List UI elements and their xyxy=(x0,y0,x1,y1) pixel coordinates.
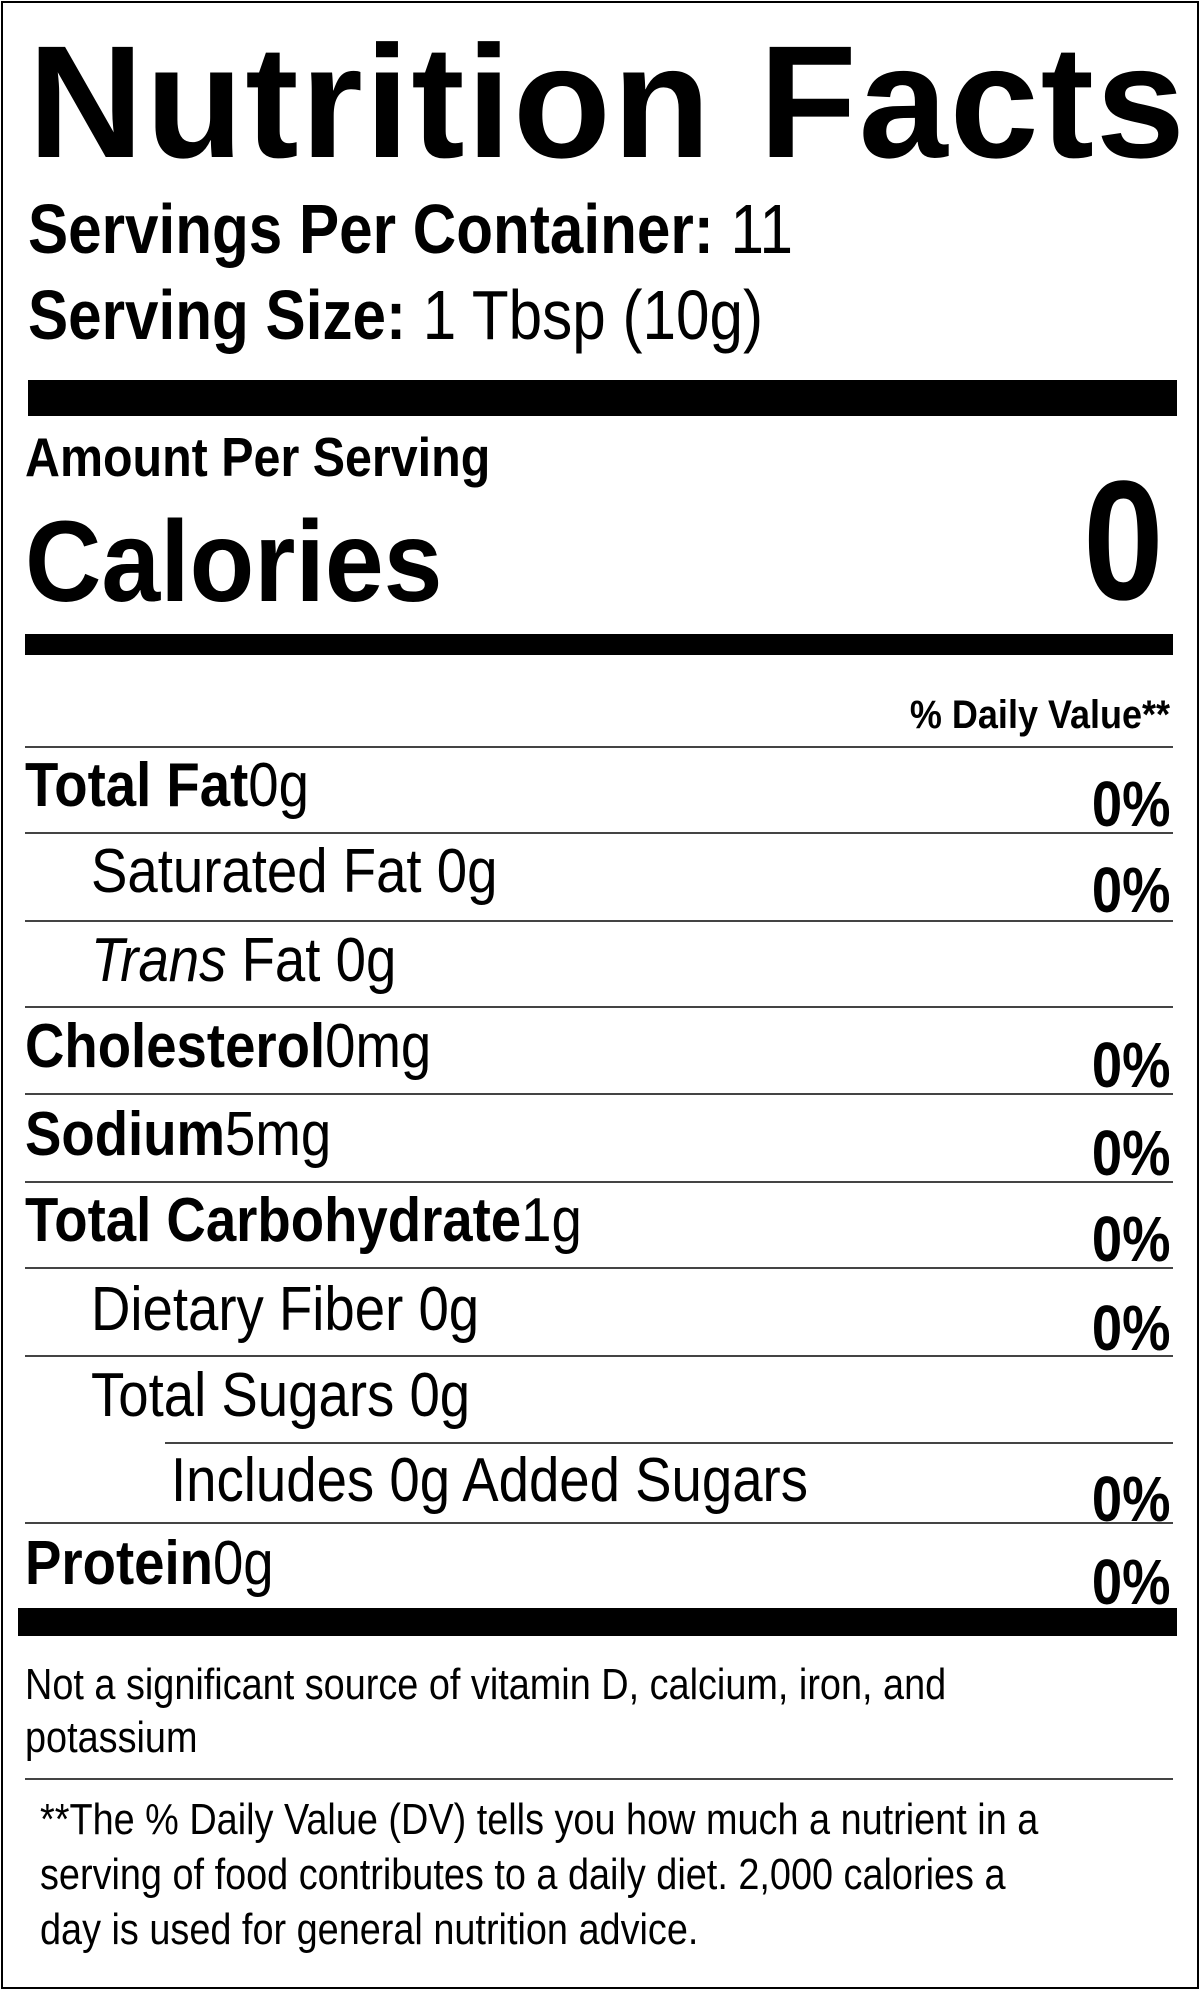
nutrient-row: Sodium5mg xyxy=(25,1104,331,1166)
row-divider xyxy=(25,1522,1173,1524)
servings-per-container: Servings Per Container: 11 xyxy=(28,194,793,264)
row-divider xyxy=(165,1442,1173,1444)
not-significant-line-2: potassium xyxy=(25,1713,198,1762)
nutrient-daily-value: 0% xyxy=(1091,1203,1170,1275)
row-divider xyxy=(25,1181,1173,1183)
nutrient-row: Total Sugars 0g xyxy=(91,1365,470,1427)
nutrient-daily-value: 0% xyxy=(1091,1029,1170,1101)
nutrient-name: Saturated Fat xyxy=(91,837,422,906)
nutrient-row: Saturated Fat 0g xyxy=(91,841,497,903)
nutrient-name: Total Carbohydrate xyxy=(25,1186,522,1255)
nutrient-daily-value: 0% xyxy=(1091,1546,1170,1618)
nutrient-name: Includes 0g Added Sugars xyxy=(171,1446,809,1515)
medium-divider xyxy=(25,634,1173,655)
nutrient-daily-value: 0% xyxy=(1091,1117,1170,1189)
calories-label: Calories xyxy=(25,498,443,626)
nutrient-row: Includes 0g Added Sugars xyxy=(171,1450,808,1512)
nutrient-amount: 0mg xyxy=(325,1012,432,1081)
serving-size: Serving Size: 1 Tbsp (10g) xyxy=(28,280,763,350)
nutrient-name: Protein xyxy=(25,1529,213,1598)
nutrient-name-italic: Trans xyxy=(91,926,227,995)
nutrient-name: Dietary Fiber xyxy=(91,1275,404,1344)
nutrient-amount: 5mg xyxy=(225,1100,332,1169)
nutrient-name: Cholesterol xyxy=(25,1012,326,1081)
servings-label: Servings Per Container: xyxy=(28,190,714,268)
nutrient-amount: 0g xyxy=(248,751,309,820)
serving-size-label: Serving Size: xyxy=(28,276,407,354)
not-significant-line-1: Not a significant source of vitamin D, c… xyxy=(25,1660,947,1709)
nutrient-amount: 0g xyxy=(212,1529,274,1598)
row-divider xyxy=(25,746,1173,748)
row-divider xyxy=(25,1267,1173,1269)
nutrient-daily-value: 0% xyxy=(1091,1463,1170,1535)
calories-value: 0 xyxy=(1083,446,1164,636)
nutrient-amount: 0g xyxy=(409,1361,471,1430)
row-divider xyxy=(25,832,1173,834)
row-divider xyxy=(25,1006,1173,1008)
nutrient-amount: 0g xyxy=(418,1275,480,1344)
footnote-line-2: serving of food contributes to a daily d… xyxy=(40,1850,1006,1899)
thick-divider xyxy=(28,380,1177,416)
nutrient-amount: 0g xyxy=(335,926,397,995)
nutrient-name: Total Fat xyxy=(25,751,249,820)
nutrient-name: Sodium xyxy=(25,1100,226,1169)
nutrient-row: Total Fat0g xyxy=(25,755,309,817)
footnote-line-3: day is used for general nutrition advice… xyxy=(40,1905,699,1954)
nutrient-row: Cholesterol0mg xyxy=(25,1016,431,1078)
nutrient-row: Dietary Fiber 0g xyxy=(91,1279,479,1341)
divider-line xyxy=(25,1778,1173,1780)
thick-divider-bottom xyxy=(18,1608,1177,1636)
daily-value-header: % Daily Value** xyxy=(909,693,1170,737)
serving-size-value: 1 Tbsp (10g) xyxy=(422,276,764,354)
nutrient-row: Total Carbohydrate1g xyxy=(25,1190,582,1252)
nutrient-daily-value: 0% xyxy=(1091,854,1170,926)
row-divider xyxy=(25,1093,1173,1095)
servings-value: 11 xyxy=(730,190,794,268)
label-title: Nutrition Facts xyxy=(28,12,1187,191)
nutrient-daily-value: 0% xyxy=(1091,768,1170,840)
nutrient-daily-value: 0% xyxy=(1091,1292,1170,1364)
amount-per-serving: Amount Per Serving xyxy=(25,426,491,488)
nutrient-row: Protein0g xyxy=(25,1533,274,1595)
nutrient-amount: 0g xyxy=(436,837,498,906)
nutrient-name: Total Sugars xyxy=(91,1361,395,1430)
nutrient-name: Fat xyxy=(241,926,321,995)
footnote-line-1: **The % Daily Value (DV) tells you how m… xyxy=(40,1795,1039,1844)
nutrient-amount: 1g xyxy=(521,1186,582,1255)
nutrient-row: Trans Fat 0g xyxy=(91,930,396,992)
row-divider xyxy=(25,920,1173,922)
row-divider xyxy=(25,1355,1173,1357)
